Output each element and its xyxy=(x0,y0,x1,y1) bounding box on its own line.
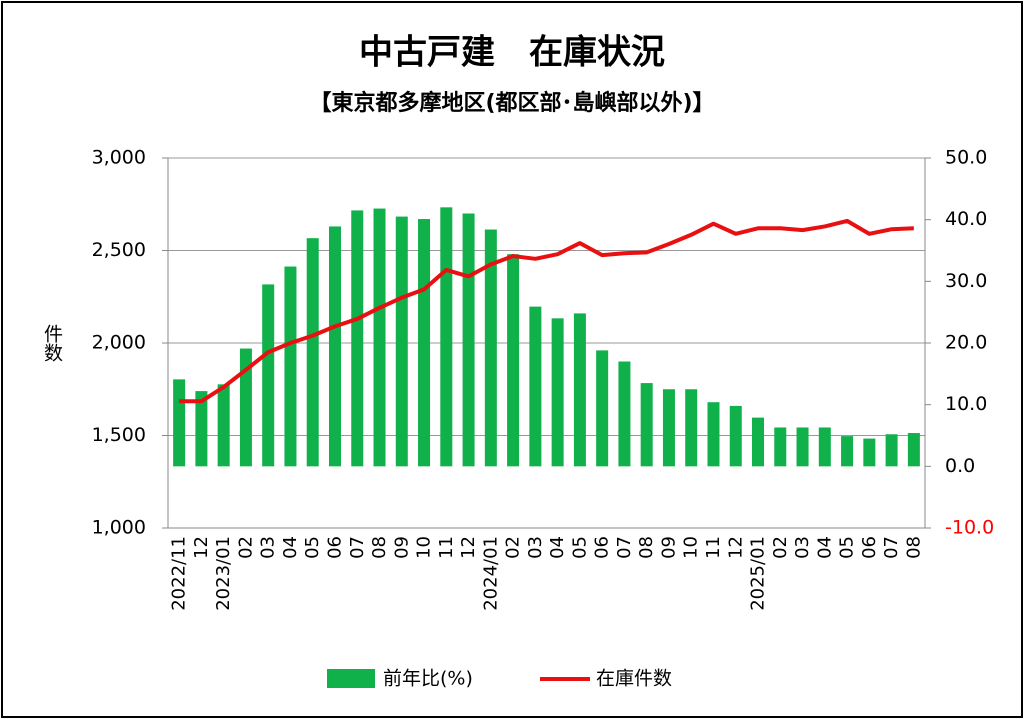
x-tick-label: 12 xyxy=(725,536,746,559)
bar xyxy=(418,219,431,467)
bar xyxy=(462,213,475,467)
bar xyxy=(284,266,297,467)
y2-tick-label: 30.0 xyxy=(945,270,987,292)
x-tick-label: 11 xyxy=(436,536,457,559)
y2-tick-label: 40.0 xyxy=(945,208,987,230)
x-tick-label: 2022/11 xyxy=(169,536,190,611)
y-tick-label: 1,500 xyxy=(92,424,146,446)
line xyxy=(179,218,914,404)
x-tick-label: 04 xyxy=(814,536,835,559)
bar xyxy=(395,216,408,467)
x-tick-label: 12 xyxy=(191,536,212,559)
bar xyxy=(618,361,631,467)
x-tick-label: 12 xyxy=(458,536,479,559)
x-tick-label: 06 xyxy=(592,536,613,559)
bar xyxy=(707,402,720,467)
x-tick-label: 06 xyxy=(324,536,345,559)
bar xyxy=(507,254,520,467)
x-tick-label: 03 xyxy=(792,536,813,559)
bar xyxy=(796,427,809,467)
legend-swatch xyxy=(327,669,375,688)
x-tick-label: 06 xyxy=(859,536,880,559)
bar xyxy=(818,427,831,467)
bar xyxy=(596,350,609,467)
x-tick-label: 08 xyxy=(369,536,390,559)
y-tick-label: 2,000 xyxy=(92,332,146,354)
bar xyxy=(573,313,586,467)
x-tick-label: 03 xyxy=(525,536,546,559)
x-tick-label: 2024/01 xyxy=(480,536,501,611)
bar xyxy=(863,438,876,467)
x-tick-label: 08 xyxy=(636,536,657,559)
bar xyxy=(774,427,787,467)
bar xyxy=(306,238,319,467)
x-tick-label: 10 xyxy=(414,536,435,559)
x-tick-label: 2025/01 xyxy=(748,536,769,611)
x-tick-label: 05 xyxy=(569,536,590,559)
x-tick-label: 10 xyxy=(681,536,702,559)
bar xyxy=(885,434,898,467)
bar xyxy=(484,229,497,467)
bar xyxy=(529,306,542,467)
y2-tick-label: 0.0 xyxy=(945,455,975,477)
bar xyxy=(729,405,742,467)
y-tick-label: 2,500 xyxy=(92,239,146,261)
x-tick-label: 05 xyxy=(302,536,323,559)
bar xyxy=(752,417,765,467)
bar xyxy=(173,379,186,467)
x-tick-label: 04 xyxy=(280,536,301,559)
x-tick-label: 03 xyxy=(258,536,279,559)
x-tick-label: 07 xyxy=(614,536,635,559)
bar xyxy=(685,389,698,467)
bar xyxy=(195,391,208,467)
x-tick-label: 07 xyxy=(881,536,902,559)
y2-tick-label: 50.0 xyxy=(945,147,987,169)
chart-title: 中古戸建 在庫状況 xyxy=(359,33,665,73)
bar xyxy=(907,433,920,467)
x-tick-label: 05 xyxy=(837,536,858,559)
x-tick-label: 08 xyxy=(903,536,924,559)
x-tick-label: 2023/01 xyxy=(213,536,234,611)
x-tick-label: 11 xyxy=(703,536,724,559)
x-tick-label: 02 xyxy=(770,536,791,559)
bar xyxy=(640,383,653,467)
bar xyxy=(440,207,453,467)
x-tick-label: 09 xyxy=(391,536,412,559)
x-tick-label: 09 xyxy=(658,536,679,559)
x-tick-label: 07 xyxy=(347,536,368,559)
y2-tick-label: -10.0 xyxy=(945,517,994,539)
chart-subtitle: 【東京都多摩地区(都区部･島嶼部以外)】 xyxy=(309,90,714,116)
bar xyxy=(351,210,364,467)
bar xyxy=(262,284,275,467)
bar xyxy=(328,226,341,467)
y2-tick-label: 20.0 xyxy=(945,332,987,354)
legend-label: 在庫件数 xyxy=(596,668,672,690)
bar xyxy=(373,208,386,467)
bar xyxy=(239,348,252,467)
y2-tick-label: 10.0 xyxy=(945,393,987,415)
y-tick-label: 3,000 xyxy=(92,147,146,169)
y-tick-label: 1,000 xyxy=(92,517,146,539)
x-tick-label: 04 xyxy=(547,536,568,559)
bar xyxy=(551,318,564,467)
x-tick-label: 02 xyxy=(503,536,524,559)
legend-label: 前年比(%) xyxy=(383,668,473,690)
x-tick-label: 02 xyxy=(235,536,256,559)
bar xyxy=(841,436,854,467)
bar xyxy=(662,389,675,467)
bar xyxy=(217,384,230,467)
y-axis-label: 件数 xyxy=(41,324,63,362)
